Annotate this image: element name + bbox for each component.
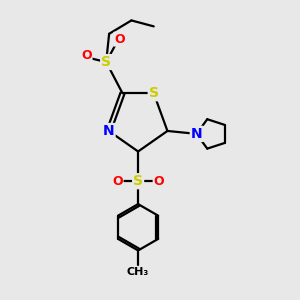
Text: S: S bbox=[101, 55, 111, 69]
Text: O: O bbox=[114, 33, 125, 46]
Text: O: O bbox=[154, 175, 164, 188]
Text: O: O bbox=[81, 49, 92, 62]
Text: N: N bbox=[191, 127, 203, 141]
Text: O: O bbox=[112, 175, 123, 188]
Text: CH₃: CH₃ bbox=[127, 267, 149, 277]
Text: N: N bbox=[191, 127, 203, 141]
Text: S: S bbox=[133, 174, 143, 188]
Text: N: N bbox=[103, 124, 115, 138]
Text: S: S bbox=[149, 86, 159, 100]
